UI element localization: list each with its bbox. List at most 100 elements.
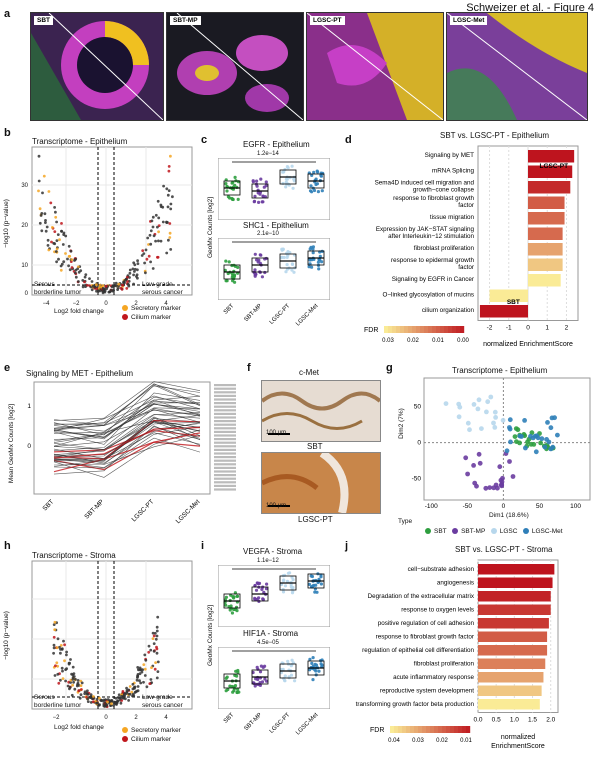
micrograph-lgsc-met-image [447, 13, 587, 120]
volcano-point [169, 207, 173, 211]
volcano-point [63, 643, 66, 647]
volcano-point [98, 703, 101, 707]
gene-line [53, 403, 201, 438]
gene-line [53, 415, 201, 447]
bar-x-tick: -2 [487, 325, 493, 332]
volcano-point [144, 658, 148, 662]
boxplot-point [311, 251, 315, 255]
gene-line [53, 392, 201, 445]
pca-point [515, 427, 521, 433]
pca-point [548, 425, 554, 431]
gsea-epi-barchart: -2 -1 0 1 2 Signaling by MET mRNA Splicing Sema… [364, 145, 579, 348]
boxplot-point [258, 261, 262, 265]
volcano-point [86, 697, 89, 701]
boxplot-point [223, 268, 227, 272]
ihc-title: c-Met [299, 368, 319, 377]
micrograph-tag: SBT [34, 16, 53, 25]
fdr-gradient-cell [438, 726, 443, 733]
volcano-point [83, 275, 87, 279]
volcano-point [56, 637, 60, 641]
boxplot-point [283, 584, 288, 588]
boxplot-point [255, 581, 259, 585]
gene-line [53, 381, 201, 421]
volcano-point [90, 280, 94, 283]
volcano-point [88, 277, 91, 280]
volcano-point [128, 268, 132, 272]
volcano-point [68, 254, 72, 258]
gene-line [53, 426, 201, 465]
volcano-point [46, 238, 50, 242]
boxplot-point [279, 671, 283, 675]
boxplot-point [229, 604, 233, 608]
boxplot-point [264, 587, 269, 591]
volcano-point [149, 678, 153, 681]
boxplot-point [230, 263, 234, 268]
volcano-point [77, 280, 80, 283]
egfr-title: EGFR - Epithelium [243, 140, 310, 149]
volcano-point [133, 691, 137, 694]
bar-rect [478, 618, 549, 629]
volcano-point [124, 277, 128, 281]
bar-rect [528, 196, 565, 209]
shc1-title: SHC1 - Epithelium [243, 221, 309, 230]
egfr-boxplot [218, 158, 330, 220]
pca-point [507, 426, 513, 432]
volcano-point [53, 206, 56, 209]
group-tick-label: LGSC-Met [295, 712, 320, 737]
pca-point [479, 426, 484, 431]
ihc-image-lgsc-pt [260, 449, 381, 514]
volcano-point [66, 684, 70, 688]
volcano-point [62, 639, 65, 643]
boxplot-point [224, 182, 228, 186]
volcano-point [137, 668, 140, 672]
lgsc-dot [490, 528, 497, 535]
volcano-point [69, 658, 72, 661]
boxplot-point [283, 573, 287, 577]
volcano-point [132, 273, 135, 277]
boxplot-point [308, 262, 312, 266]
volcano-point [151, 215, 155, 219]
bar-rect [479, 305, 528, 318]
volcano-point [151, 225, 155, 229]
volcano-point [77, 689, 81, 693]
panel-label-i: i [201, 540, 205, 552]
volcano-point [156, 660, 160, 664]
boxplot-point [264, 184, 268, 188]
volcano-point [84, 273, 88, 276]
volcano-point [99, 698, 103, 702]
fdr-tick: 0.00 [457, 338, 469, 344]
boxplot-point [232, 686, 237, 691]
gene-label-stub [214, 456, 236, 459]
hif1a-pvalue: 4.5e−05 [257, 640, 279, 646]
pca-point [533, 449, 539, 455]
volcano-point [169, 202, 173, 206]
boxplot-point [224, 603, 228, 607]
volcano-point [91, 700, 95, 704]
bar-category-label: cell−substrate adhesion [408, 566, 475, 573]
boxplot-point [315, 182, 319, 186]
volcano-point [55, 247, 59, 251]
fdr-gradient-cell [442, 726, 447, 733]
volcano-point [61, 669, 64, 673]
volcano-point [140, 670, 144, 674]
pca-point [474, 483, 479, 489]
volcano-point [165, 251, 169, 255]
volcano-point [109, 288, 113, 292]
volcano-point [141, 668, 145, 672]
bar-rect [528, 212, 565, 225]
gene-label-stub [214, 398, 236, 401]
volcano-point [132, 261, 136, 265]
volcano-point [141, 249, 145, 252]
volcano-point [148, 233, 152, 237]
lines-y-tick: 0 [27, 443, 31, 450]
panel-label-e: e [4, 362, 11, 374]
pca-point [523, 445, 528, 451]
pca-point [485, 399, 491, 405]
bar-category-label: factor [458, 202, 474, 209]
volcano-point [159, 205, 163, 208]
boxplot-point [229, 593, 233, 597]
volcano-point [106, 698, 110, 701]
volcano-b-ylabel: −log10 (p−value) [2, 199, 10, 248]
volcano-point [44, 219, 47, 222]
volcano-point [145, 685, 149, 689]
